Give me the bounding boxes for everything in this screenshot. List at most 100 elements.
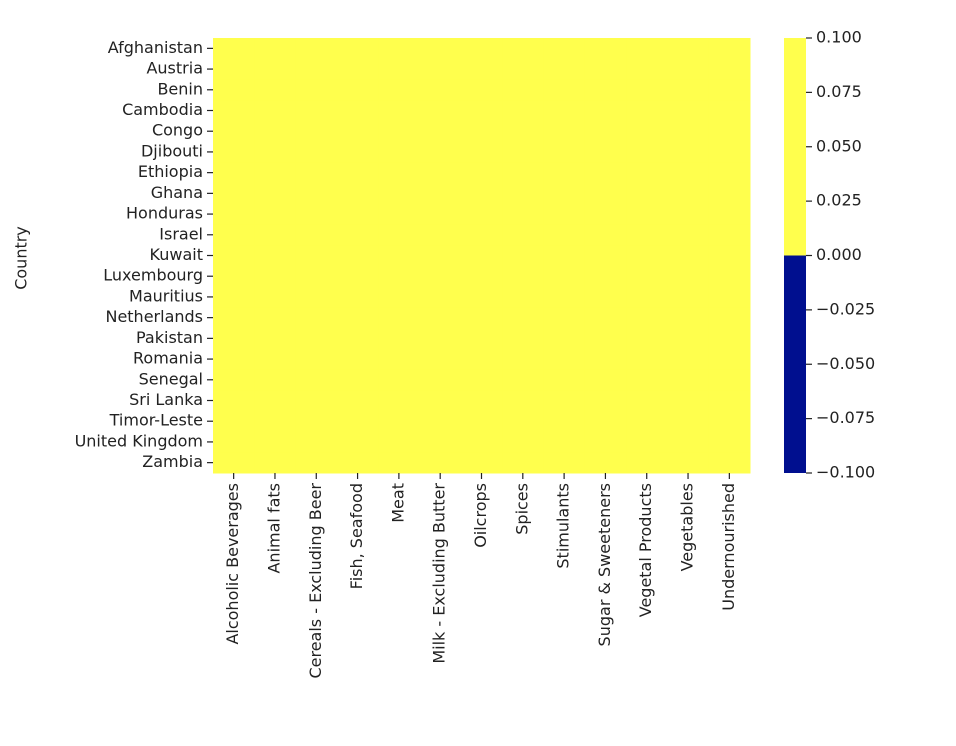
heatmap-cell — [626, 431, 668, 453]
y-axis-label: Country — [12, 226, 31, 290]
colorbar-tick-label: −0.025 — [816, 299, 875, 318]
heatmap-cell — [543, 245, 586, 267]
heatmap-cell — [460, 224, 503, 246]
heatmap-cell — [213, 79, 255, 101]
heatmap-cell — [460, 100, 503, 122]
heatmap-cell — [543, 390, 586, 412]
heatmap-cell — [460, 245, 503, 267]
heatmap-cell — [626, 265, 668, 288]
y-tick-label: Mauritius — [129, 286, 203, 305]
heatmap-cell — [543, 79, 586, 101]
heatmap-cell — [419, 431, 462, 453]
heatmap-cell — [336, 452, 379, 474]
heatmap-cell — [460, 162, 503, 184]
heatmap-cell — [626, 183, 668, 205]
heatmap-cell — [378, 79, 421, 101]
x-tick-label: Vegetal Products — [636, 483, 655, 617]
heatmap-cell — [254, 410, 297, 433]
heatmap-cell — [708, 79, 751, 101]
heatmap-cell — [708, 141, 751, 163]
heatmap-cell — [584, 328, 627, 350]
heatmap-cell — [460, 58, 503, 80]
heatmap-cell — [543, 203, 586, 225]
heatmap-cell — [254, 286, 297, 308]
heatmap-cell — [336, 431, 379, 453]
heatmap-cell — [419, 328, 462, 350]
heatmap-cell — [419, 410, 462, 433]
colorbar-tick-label: 0.050 — [816, 136, 862, 155]
heatmap-cell — [419, 58, 462, 80]
heatmap-cell — [584, 224, 627, 246]
heatmap-cell — [584, 369, 627, 391]
heatmap-cell — [543, 307, 586, 329]
heatmap-cell — [378, 286, 421, 308]
heatmap-cell — [460, 265, 503, 288]
heatmap-cell — [419, 38, 462, 60]
heatmap-cell — [584, 286, 627, 308]
heatmap-cell — [378, 452, 421, 474]
heatmap-cell — [667, 369, 710, 391]
heatmap-cell — [213, 183, 255, 205]
heatmap-cell — [667, 328, 710, 350]
heatmap-cell — [254, 307, 297, 329]
heatmap-cell — [378, 348, 421, 370]
heatmap-cell — [254, 224, 297, 246]
heatmap-cell — [419, 203, 462, 225]
heatmap-cell — [336, 162, 379, 184]
heatmap-cell — [543, 100, 586, 122]
heatmap-cell — [502, 307, 544, 329]
heatmap-cell — [378, 431, 421, 453]
colorbar-tick-label: −0.100 — [816, 463, 875, 482]
heatmap-cell — [460, 431, 503, 453]
heatmap-cell — [419, 79, 462, 101]
heatmap-cell — [378, 328, 421, 350]
heatmap-cell — [213, 100, 255, 122]
heatmap-cell — [626, 141, 668, 163]
heatmap-cell — [708, 452, 751, 474]
heatmap-cell — [378, 245, 421, 267]
y-tick-label: Ethiopia — [138, 162, 203, 181]
heatmap-cell — [460, 348, 503, 370]
heatmap-cell — [254, 120, 297, 143]
heatmap-cell — [460, 410, 503, 433]
heatmap-cell — [584, 307, 627, 329]
heatmap-cell — [254, 348, 297, 370]
heatmap-cell — [502, 79, 544, 101]
heatmap-cell — [708, 369, 751, 391]
heatmap-cell — [213, 58, 255, 80]
heatmap-cell — [708, 431, 751, 453]
heatmap-cell — [213, 452, 255, 474]
x-tick-label: Undernourished — [719, 483, 738, 611]
heatmap-cell — [584, 431, 627, 453]
heatmap-cell — [626, 452, 668, 474]
heatmap-cell — [213, 390, 255, 412]
heatmap-cell — [336, 58, 379, 80]
heatmap-cell — [502, 58, 544, 80]
heatmap-cell — [502, 183, 544, 205]
heatmap-cell — [460, 452, 503, 474]
heatmap-cell — [626, 348, 668, 370]
heatmap-cell — [378, 390, 421, 412]
heatmap-cell — [667, 58, 710, 80]
y-tick-label: Congo — [152, 121, 203, 140]
heatmap-cell — [295, 328, 338, 350]
heatmap-cell — [295, 162, 338, 184]
heatmap-cell — [378, 410, 421, 433]
y-tick-label: Pakistan — [136, 328, 203, 347]
heatmap-cell — [419, 307, 462, 329]
heatmap-cell — [378, 58, 421, 80]
heatmap-cell — [254, 369, 297, 391]
y-tick-label: Honduras — [126, 204, 203, 223]
heatmap-cell — [460, 183, 503, 205]
heatmap-cell — [584, 203, 627, 225]
y-tick-label: Romania — [133, 349, 203, 368]
heatmap-cell — [254, 100, 297, 122]
heatmap-cell — [295, 58, 338, 80]
heatmap-cell — [295, 141, 338, 163]
heatmap-cell — [584, 390, 627, 412]
heatmap-cell — [336, 369, 379, 391]
x-tick-label: Meat — [388, 483, 407, 523]
heatmap-cell — [543, 328, 586, 350]
heatmap-cell — [336, 286, 379, 308]
